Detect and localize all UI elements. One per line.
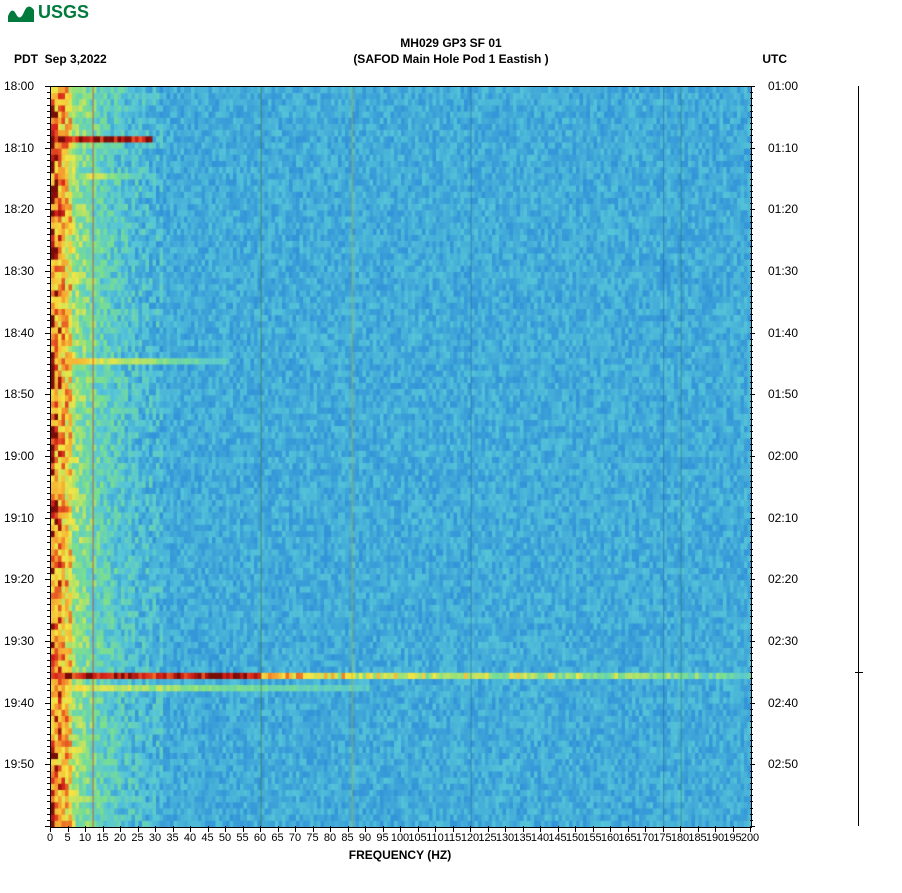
x-label: 30: [149, 832, 161, 844]
x-label: 130: [496, 832, 514, 844]
x-label: 90: [359, 832, 371, 844]
right-side-mark: [855, 672, 863, 673]
x-label: 100: [391, 832, 409, 844]
x-label: 55: [236, 832, 248, 844]
y-left-label: 19:00: [4, 449, 34, 463]
logo-text: USGS: [38, 2, 89, 23]
x-label: 35: [166, 832, 178, 844]
x-label: 185: [688, 832, 706, 844]
x-label: 110: [426, 832, 444, 844]
x-label: 180: [671, 832, 689, 844]
x-label: 135: [513, 832, 531, 844]
x-label: 125: [478, 832, 496, 844]
x-label: 120: [461, 832, 479, 844]
x-label: 175: [653, 832, 671, 844]
x-label: 60: [254, 832, 266, 844]
y-axis-right-labels: 01:0001:1001:2001:3001:4001:5002:0002:10…: [760, 86, 810, 826]
x-label: 85: [341, 832, 353, 844]
y-left-label: 19:20: [4, 572, 34, 586]
x-label: 65: [271, 832, 283, 844]
x-axis-ticks: [50, 826, 750, 832]
y-left-label: 18:30: [4, 264, 34, 278]
x-label: 70: [289, 832, 301, 844]
y-right-label: 01:40: [768, 326, 798, 340]
y-right-label: 02:30: [768, 634, 798, 648]
spectrogram-canvas: [51, 87, 751, 827]
x-label: 75: [306, 832, 318, 844]
y-right-label: 01:10: [768, 141, 798, 155]
chart-title-line1: MH029 GP3 SF 01: [0, 36, 902, 50]
x-label: 80: [324, 832, 336, 844]
usgs-logo: USGS: [8, 2, 89, 23]
y-left-label: 19:10: [4, 511, 34, 525]
y-right-label: 01:00: [768, 79, 798, 93]
y-right-label: 02:20: [768, 572, 798, 586]
x-label: 105: [408, 832, 426, 844]
x-axis-title: FREQUENCY (HZ): [50, 848, 750, 862]
x-label: 140: [531, 832, 549, 844]
y-right-label: 01:50: [768, 387, 798, 401]
spectrogram-plot: [50, 86, 752, 828]
y-right-label: 01:30: [768, 264, 798, 278]
x-label: 195: [723, 832, 741, 844]
y-left-label: 18:40: [4, 326, 34, 340]
x-label: 190: [706, 832, 724, 844]
x-label: 45: [201, 832, 213, 844]
y-right-label: 01:20: [768, 202, 798, 216]
x-label: 160: [601, 832, 619, 844]
y-left-label: 18:50: [4, 387, 34, 401]
x-label: 40: [184, 832, 196, 844]
y-left-label: 19:40: [4, 696, 34, 710]
y-left-label: 18:00: [4, 79, 34, 93]
x-label: 170: [636, 832, 654, 844]
right-timezone-label: UTC: [762, 52, 787, 66]
y-right-label: 02:00: [768, 449, 798, 463]
x-label: 155: [583, 832, 601, 844]
y-left-label: 19:30: [4, 634, 34, 648]
y-axis-left-labels: 18:0018:1018:2018:3018:4018:5019:0019:10…: [0, 86, 48, 826]
x-label: 145: [548, 832, 566, 844]
usgs-wave-icon: [8, 4, 34, 22]
y-axis-right-ticks: [750, 86, 754, 826]
y-right-label: 02:40: [768, 696, 798, 710]
y-left-label: 18:20: [4, 202, 34, 216]
y-axis-left-ticks: [46, 86, 50, 826]
x-label: 165: [618, 832, 636, 844]
y-right-label: 02:10: [768, 511, 798, 525]
x-label: 0: [47, 832, 53, 844]
x-label: 10: [79, 832, 91, 844]
x-label: 25: [131, 832, 143, 844]
x-label: 20: [114, 832, 126, 844]
x-label: 50: [219, 832, 231, 844]
x-label: 115: [444, 832, 462, 844]
y-left-label: 19:50: [4, 757, 34, 771]
x-label: 200: [741, 832, 759, 844]
right-side-bar: [858, 86, 859, 826]
x-label: 5: [64, 832, 70, 844]
x-label: 15: [96, 832, 108, 844]
x-label: 95: [376, 832, 388, 844]
y-right-label: 02:50: [768, 757, 798, 771]
x-label: 150: [566, 832, 584, 844]
y-left-label: 18:10: [4, 141, 34, 155]
left-timezone-label: PDT Sep 3,2022: [14, 52, 107, 66]
